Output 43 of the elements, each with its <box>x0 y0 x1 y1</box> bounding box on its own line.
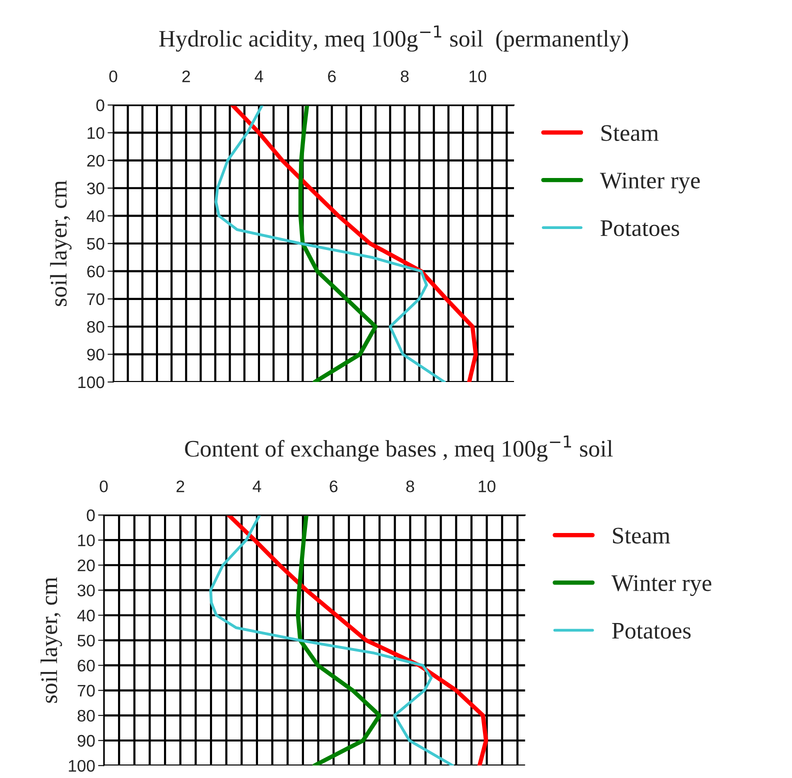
y-tick-label: 70 <box>87 293 104 306</box>
y-axis-title: soil layer, cm <box>40 577 62 703</box>
y-tick-label: 50 <box>87 238 104 250</box>
y-tick-label: 70 <box>78 684 95 697</box>
y-tick-label: 30 <box>78 584 95 596</box>
y-tick-label: 90 <box>78 734 95 747</box>
y-tick-label: 100 <box>68 760 95 772</box>
x-tick-label: 6 <box>330 480 338 492</box>
y-tick-label: 0 <box>96 99 104 112</box>
y-tick-label: 30 <box>87 182 104 194</box>
legend-label: Potatoes <box>600 220 680 236</box>
chart-title: Content of exchange bases , meq 100g$^{−1}$ soil <box>185 435 613 462</box>
x-tick-label: 10 <box>470 70 486 82</box>
y-tick-label: 80 <box>87 321 104 333</box>
legend-label: Winter rye <box>611 575 712 596</box>
y-tick-label: 60 <box>87 266 104 278</box>
y-tick-label: 20 <box>78 560 95 572</box>
x-tick-label: 2 <box>176 480 184 492</box>
y-tick-label: 40 <box>86 210 104 222</box>
y-tick-label: 100 <box>78 376 104 388</box>
legend-label: Steam <box>602 125 659 141</box>
x-tick-label: 10 <box>478 480 496 492</box>
y-tick-label: 80 <box>78 710 95 722</box>
y-tick-label: 90 <box>87 348 104 361</box>
x-tick-label: 0 <box>109 70 118 82</box>
x-tick-label: 2 <box>182 70 190 82</box>
y-tick-label: 40 <box>77 610 95 622</box>
y-tick-label: 0 <box>86 509 95 522</box>
x-tick-label: 4 <box>254 70 264 82</box>
x-tick-label: 6 <box>328 70 336 82</box>
y-tick-label: 20 <box>87 154 104 167</box>
y-tick-label: 50 <box>78 634 95 646</box>
y-tick-label: 10 <box>78 534 95 546</box>
x-tick-label: 8 <box>400 70 409 82</box>
y-tick-label: 10 <box>88 127 104 139</box>
legend-label: Potatoes <box>612 623 691 639</box>
legend-label: Steam <box>613 528 670 544</box>
y-tick-label: 60 <box>78 660 95 672</box>
x-tick-label: 8 <box>406 480 414 492</box>
chart-title: Hydrolic acidity, meq 100g$^{−1}$ soil (permanently) <box>159 25 628 52</box>
y-axis-title: soil layer, cm <box>50 180 72 306</box>
legend-label: Winter rye <box>600 172 700 194</box>
x-tick-label: 4 <box>252 480 262 492</box>
